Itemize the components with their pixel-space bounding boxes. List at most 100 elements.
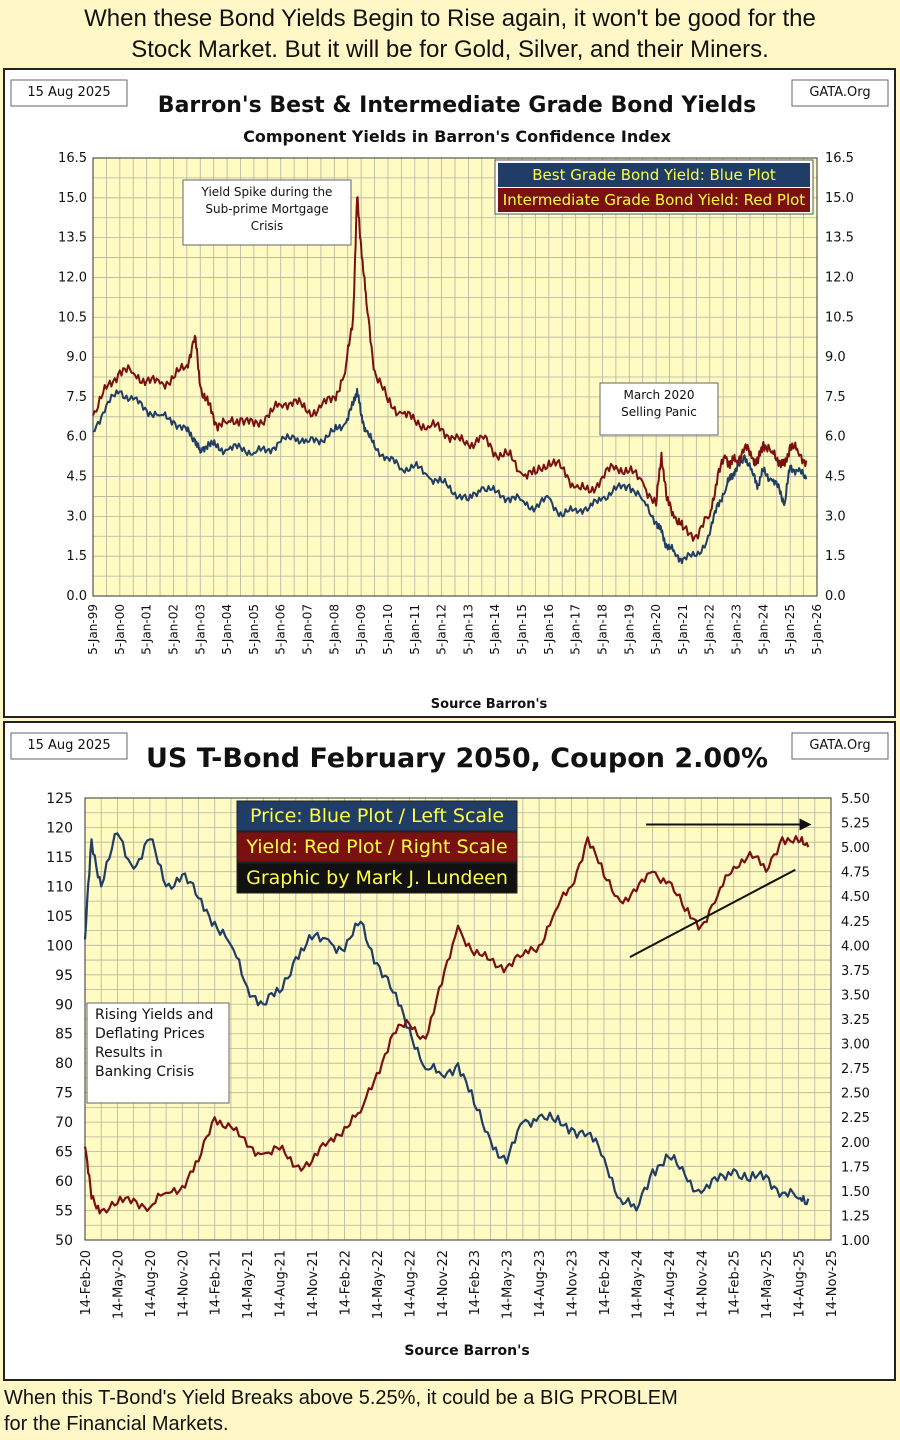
- y-tick-label-left: 90: [55, 997, 73, 1013]
- x-tick-label: 14-Feb-25: [728, 1250, 743, 1315]
- x-tick-label: 14-Aug-24: [663, 1250, 678, 1318]
- x-tick-label: 5-Jan-22: [703, 604, 717, 655]
- y-tick-label-right: 7.5: [825, 390, 846, 405]
- x-tick-label: 14-Aug-22: [403, 1250, 418, 1318]
- series-line-yield: [83, 835, 810, 1215]
- legend-entry-price-bg: [236, 800, 518, 832]
- y-tick-label-left: 110: [46, 879, 73, 895]
- y-tick-label-left: 1.5: [66, 549, 87, 564]
- x-tick-label: 5-Jan-99: [86, 604, 100, 655]
- x-tick-label: 14-Nov-23: [566, 1250, 581, 1318]
- y-tick-label-right: 2.75: [841, 1062, 870, 1077]
- annotation-march-2020-line: March 2020: [624, 388, 695, 402]
- bottom-banner: When this T-Bond's Yield Breaks above 5.…: [0, 1382, 900, 1440]
- chart-panel-tbond-2050: 50 55 60 65 70 75 80 85 90 95 100 105 110 115 120 125 1.…: [3, 721, 896, 1381]
- legend-swatch-blue: [498, 163, 810, 187]
- date-box-frame: [10, 732, 128, 760]
- y-tick-label-right: 2.50: [841, 1087, 870, 1102]
- y-tick-label-left: 3.0: [66, 509, 87, 524]
- date-box-line: 15 Aug 2025: [27, 85, 110, 100]
- y-tick-label-right: 0.0: [825, 589, 846, 604]
- x-tick-label: 5-Jan-23: [730, 604, 744, 655]
- annotation-banking-crisis-line: Deflating Prices: [95, 1026, 205, 1042]
- top-banner-line2: Stock Market. But it will be for Gold, S…: [131, 36, 769, 63]
- y-tick-label-right: 1.25: [841, 1209, 870, 1224]
- x-tick-label: 5-Jan-25: [783, 604, 797, 655]
- x-tick-label: 14-Aug-23: [533, 1250, 548, 1318]
- x-tick-label: 5-Jan-07: [301, 604, 315, 655]
- x-tick-label: 5-Jan-03: [193, 604, 207, 655]
- annotation-subprime-line: Yield Spike during the: [201, 185, 333, 199]
- legend-1: Best Grade Bond Yield: Blue Plot Intermed…: [494, 159, 814, 215]
- resistance-arrow-head: [799, 818, 812, 831]
- y-tick-label-left: 50: [55, 1233, 73, 1249]
- bottom-banner-line2: for the Financial Markets.: [4, 1413, 229, 1435]
- y-tick-label-right: 3.00: [841, 1038, 870, 1053]
- x-tick-label: 5-Jan-11: [408, 604, 422, 655]
- x-tick-label: 5-Jan-19: [622, 604, 636, 655]
- x-tick-label: 14-Nov-24: [695, 1250, 710, 1318]
- y-tick-label-right: 16.5: [825, 151, 854, 166]
- y-tick-label-right: 1.50: [841, 1185, 870, 1200]
- y-tick-label-left: 120: [46, 820, 73, 836]
- y-tick-label-right: 5.00: [841, 841, 870, 856]
- annotation-march-2020-frame: [599, 382, 719, 436]
- x-tick-label: 14-Feb-23: [468, 1250, 483, 1315]
- x-axis-label: Source Barron's: [404, 1343, 529, 1359]
- x-tick-label: 5-Jan-24: [756, 604, 770, 655]
- annotation-subprime-line: Crisis: [251, 219, 283, 233]
- date-box-line: 15 Aug 2025: [27, 738, 110, 753]
- y-tick-label-left: 70: [55, 1115, 73, 1131]
- x-tick-label: 14-Aug-21: [274, 1250, 289, 1318]
- y-tick-label-left: 115: [46, 850, 73, 866]
- annotation-banking-crisis-line: Rising Yields and: [95, 1007, 213, 1023]
- y-tick-label-left: 55: [55, 1204, 73, 1220]
- x-tick-label: 5-Jan-16: [542, 604, 556, 655]
- y-tick-label-right: 4.5: [825, 470, 846, 485]
- y-tick-label-left: 13.5: [58, 231, 87, 246]
- plot-border-2: [84, 797, 832, 1241]
- legend-entry-red: Intermediate Grade Bond Yield: Red Plot: [503, 191, 805, 209]
- y-tick-label-right: 4.00: [841, 939, 870, 954]
- y-tick-label-right: 15.0: [825, 191, 854, 206]
- annotation-subprime-line: Sub-prime Mortgage: [205, 202, 328, 216]
- y-tick-label-right: 4.75: [841, 866, 870, 881]
- chart-subtitle: Component Yields in Barron's Confidence …: [243, 127, 671, 146]
- date-box-frame: [10, 79, 128, 107]
- x-tick-label: 5-Jan-17: [569, 604, 583, 655]
- x-tick-label: 14-Feb-21: [209, 1250, 224, 1315]
- y-tick-label-left: 125: [46, 791, 73, 807]
- x-tick-label: 14-Nov-20: [176, 1250, 191, 1318]
- x-tick-label: 5-Jan-15: [515, 604, 529, 655]
- y-tick-label-left: 10.5: [58, 310, 87, 325]
- y-tick-label-left: 100: [46, 938, 73, 954]
- plot-border-1: [92, 157, 818, 597]
- y-tick-label-left: 75: [55, 1086, 73, 1102]
- y-tick-label-right: 3.50: [841, 988, 870, 1003]
- x-tick-label: 14-Nov-21: [306, 1250, 321, 1318]
- y-tick-label-right: 12.0: [825, 270, 854, 285]
- series-line-best-grade: [92, 387, 808, 565]
- annotation-march-2020-line: Selling Panic: [621, 405, 697, 419]
- y-tick-label-right: 2.25: [841, 1111, 870, 1126]
- y-tick-label-right: 4.25: [841, 915, 870, 930]
- x-tick-label: 5-Jan-21: [676, 604, 690, 655]
- series-line-price: [83, 832, 810, 1212]
- date-box: 15 Aug 2025: [10, 732, 128, 760]
- tbond-2050-chart: 50 55 60 65 70 75 80 85 90 95 100 105 110 115 120 125 1.…: [10, 732, 889, 1359]
- annotation-subprime: Yield Spike during the Sub-prime Mortgage…: [182, 179, 352, 246]
- y-tick-label-left: 6.0: [66, 430, 87, 445]
- legend-entry-credit-bg: [236, 862, 518, 894]
- x-tick-label: 5-Jan-06: [274, 604, 288, 655]
- x-tick-label: 5-Jan-10: [381, 604, 395, 655]
- x-tick-label: 5-Jan-02: [166, 604, 180, 655]
- y-tick-label-right: 13.5: [825, 231, 854, 246]
- annotation-banking-crisis: Rising Yields and Deflating Prices Results…: [86, 1002, 230, 1104]
- y-tick-label-left: 85: [55, 1027, 73, 1043]
- x-tick-label: 5-Jan-14: [488, 604, 502, 655]
- x-tick-label: 14-May-24: [630, 1250, 645, 1319]
- y-tick-label-right: 3.0: [825, 509, 846, 524]
- x-tick-label: 14-May-20: [111, 1250, 126, 1319]
- x-tick-label: 14-Feb-20: [79, 1250, 94, 1315]
- x-tick-label: 14-Aug-20: [144, 1250, 159, 1318]
